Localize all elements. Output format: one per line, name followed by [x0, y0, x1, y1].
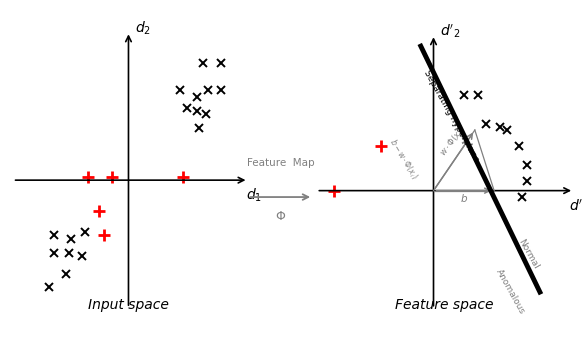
Text: Feature space: Feature space: [395, 298, 494, 312]
Text: Normal: Normal: [516, 237, 540, 270]
Text: Anomalous: Anomalous: [495, 267, 527, 315]
Text: $w\cdot\Phi(x_i)$: $w\cdot\Phi(x_i)$: [437, 124, 468, 159]
Text: $b - w\cdot\Phi(x_i)$: $b - w\cdot\Phi(x_i)$: [386, 136, 420, 181]
Text: $\Phi$: $\Phi$: [274, 210, 286, 223]
Text: $b$: $b$: [460, 192, 468, 204]
Text: Input space: Input space: [88, 298, 169, 312]
Text: $d'_1$: $d'_1$: [569, 197, 584, 215]
Text: $d_2$: $d_2$: [135, 19, 151, 37]
Text: Feature  Map: Feature Map: [246, 158, 314, 168]
Text: Separating hyperplane: Separating hyperplane: [422, 68, 481, 163]
Text: $d_1$: $d_1$: [246, 187, 262, 204]
Text: $d'_2$: $d'_2$: [440, 22, 461, 40]
